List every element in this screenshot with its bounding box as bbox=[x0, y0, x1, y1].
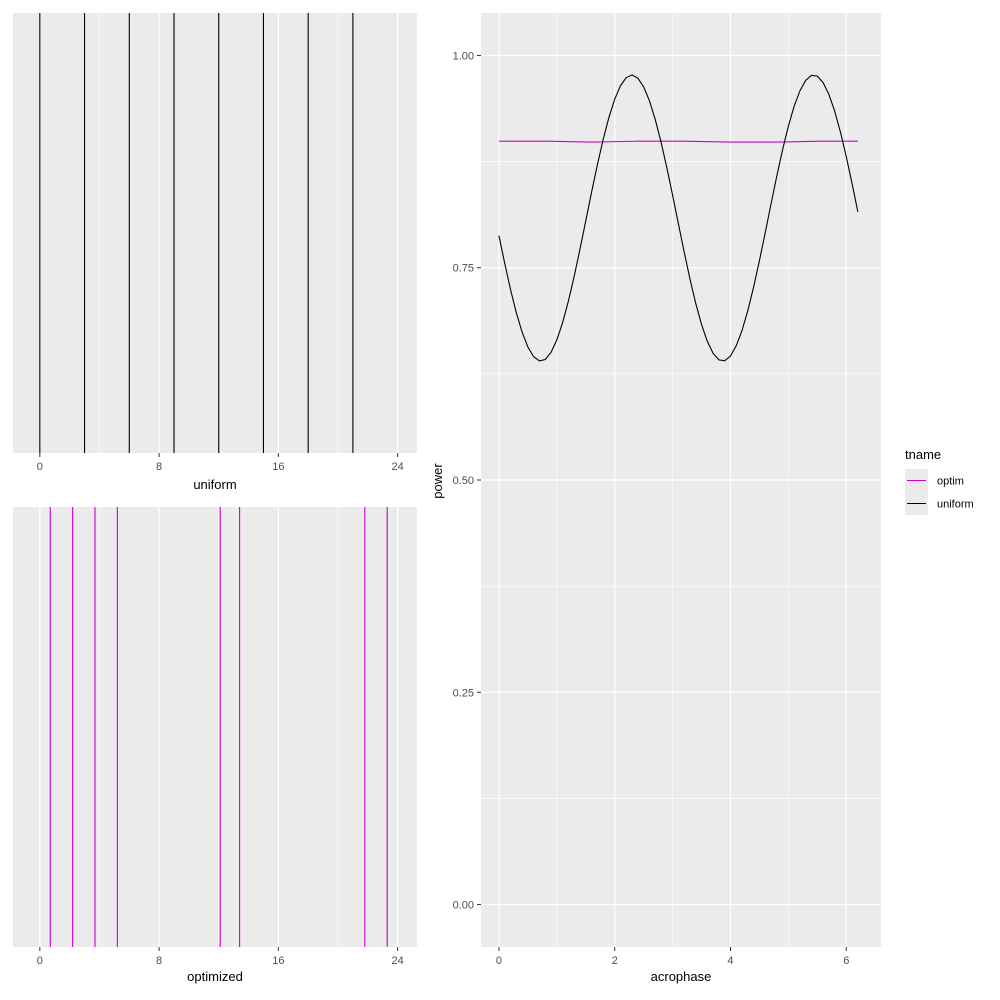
power-series bbox=[498, 74, 859, 362]
uniform-panel-background bbox=[13, 13, 417, 453]
series-optim-line bbox=[498, 140, 858, 143]
optimized-sampling-lines bbox=[49, 507, 388, 947]
optimized-panel: 0 8 16 24 optimized bbox=[13, 507, 417, 984]
acrophase-x-axis-ticks: 0 2 4 6 bbox=[496, 947, 849, 967]
legend-keys: optim uniform bbox=[905, 469, 974, 515]
uniform-x-axis-ticks: 0 8 16 24 bbox=[37, 453, 404, 473]
acrophase-x-tick-label: 0 bbox=[496, 955, 502, 967]
optimized-panel-gridlines bbox=[39, 507, 399, 947]
legend-title: tname bbox=[905, 447, 941, 462]
power-y-axis-title: power bbox=[430, 463, 445, 499]
optimized-x-tick-label: 0 bbox=[37, 955, 43, 967]
power-y-tick-label: 0.25 bbox=[453, 687, 474, 699]
acrophase-x-axis-title: acrophase bbox=[651, 969, 712, 984]
uniform-sampling-lines bbox=[39, 13, 354, 453]
uniform-x-axis-title: uniform bbox=[193, 477, 236, 492]
series-uniform-line bbox=[498, 74, 859, 362]
power-y-tick-label: 0.00 bbox=[453, 900, 474, 912]
power-y-tick-label: 0.75 bbox=[453, 263, 474, 275]
uniform-x-tick-label: 24 bbox=[391, 461, 403, 473]
optimized-x-axis-ticks: 0 8 16 24 bbox=[37, 947, 404, 967]
acrophase-x-tick-label: 2 bbox=[612, 955, 618, 967]
power-panel: 0 2 4 6 0.00 0.25 0.50 0.75 1.00 acrophase powe… bbox=[430, 13, 881, 984]
uniform-x-tick-label: 16 bbox=[272, 461, 284, 473]
power-y-tick-label: 0.50 bbox=[453, 475, 474, 487]
legend: tname optim uniform bbox=[905, 447, 974, 515]
optimized-x-tick-label: 8 bbox=[156, 955, 162, 967]
power-y-axis-ticks: 0.00 0.25 0.50 0.75 1.00 bbox=[453, 50, 481, 912]
optimized-panel-background bbox=[13, 507, 417, 947]
legend-label-uniform: uniform bbox=[937, 499, 974, 511]
acrophase-x-tick-label: 4 bbox=[727, 955, 733, 967]
power-y-tick-label: 1.00 bbox=[453, 50, 474, 62]
uniform-x-tick-label: 0 bbox=[37, 461, 43, 473]
uniform-panel: 0 8 16 24 uniform bbox=[13, 13, 417, 492]
power-panel-gridlines bbox=[481, 13, 881, 947]
optimized-x-axis-title: optimized bbox=[187, 969, 243, 984]
acrophase-x-tick-label: 6 bbox=[843, 955, 849, 967]
optimized-x-tick-label: 16 bbox=[272, 955, 284, 967]
uniform-x-tick-label: 8 bbox=[156, 461, 162, 473]
optimized-x-tick-label: 24 bbox=[391, 955, 403, 967]
legend-label-optim: optim bbox=[937, 476, 964, 488]
